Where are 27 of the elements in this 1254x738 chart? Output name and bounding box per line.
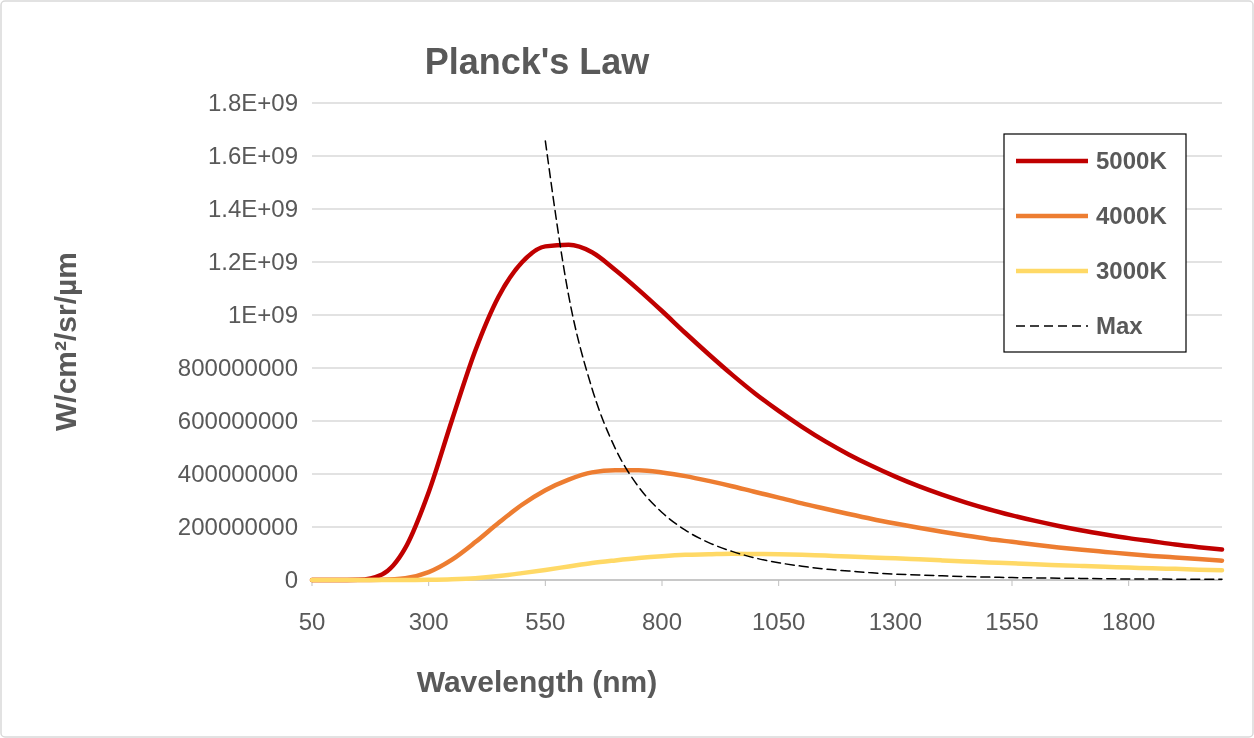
x-tick-label: 800 [641,608,683,635]
chart-title: Planck's Law [424,41,651,82]
x-tick-label: 1550 [985,608,1039,635]
y-tick-label: 800000000 [177,354,298,382]
y-tick-label: 200000000 [177,513,298,541]
x-tick-label: 1050 [751,608,806,635]
x-tick-label: 300 [408,608,449,635]
x-tick-label: 1300 [868,608,923,635]
line-series [309,551,1225,583]
legend-label: 4000K [1096,202,1168,230]
y-tick-label: 0 [284,566,298,594]
y-tick-label: 400000000 [177,460,298,488]
y-tick-label: 1.2E+09 [207,248,298,276]
y-tick-label: 1.8E+09 [207,89,298,117]
legend-label: 5000K [1096,147,1168,175]
y-tick-label: 600000000 [177,407,298,435]
y-tick-label: 1.4E+09 [207,195,298,223]
legend-label: 3000K [1096,257,1168,285]
y-axis-title: W/cm²/sr/µm [49,252,82,431]
x-tick-label: 550 [525,608,566,635]
line-series [544,140,1223,580]
x-tick-label: 1800 [1101,608,1156,635]
y-tick-label: 1E+09 [227,301,298,329]
x-tick-label: 50 [298,608,326,635]
y-tick-label: 1.6E+09 [207,142,298,170]
legend-label: Max [1096,312,1144,340]
x-axis-title: Wavelength (nm) [416,665,658,698]
